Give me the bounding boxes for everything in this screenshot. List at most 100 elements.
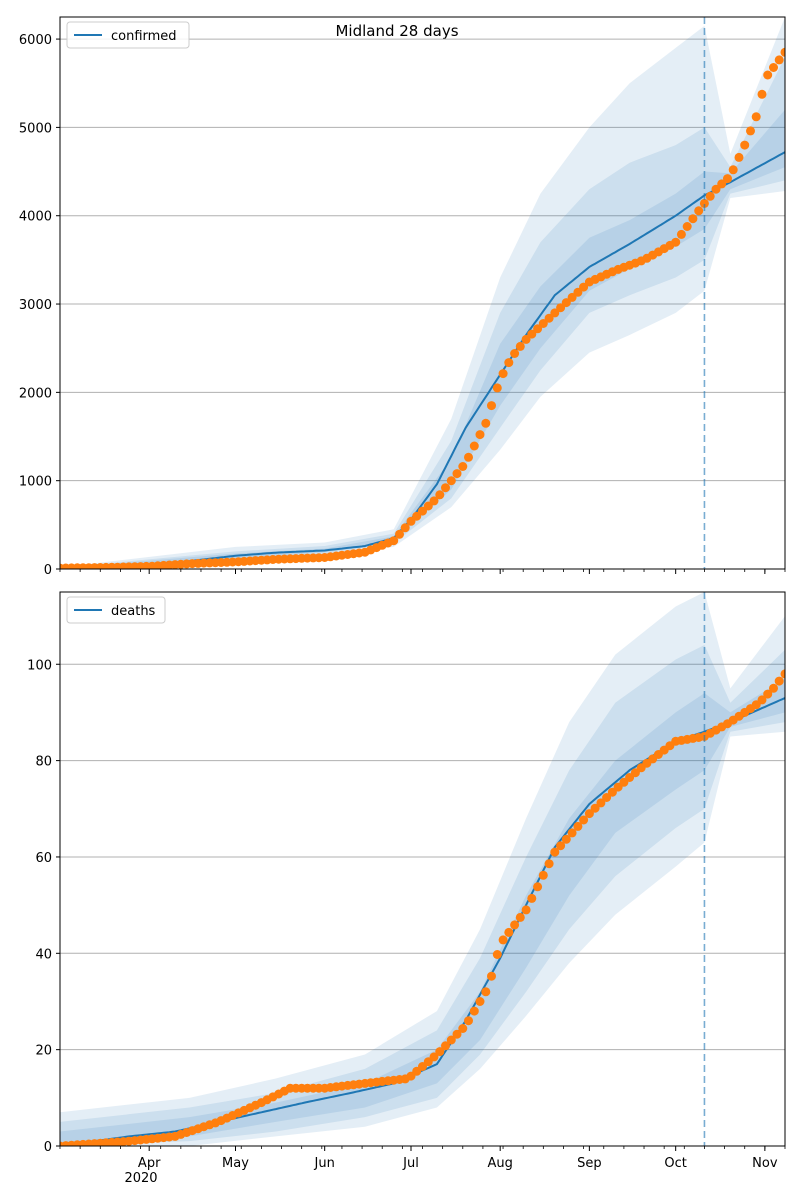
- x-tick-label: Sep: [577, 1156, 602, 1171]
- y-tick-label: 0: [44, 563, 52, 578]
- observed-point: [521, 905, 531, 915]
- x-tick-label: Jun: [314, 1156, 335, 1171]
- observed-point: [441, 1041, 450, 1051]
- plot-area: [60, 592, 785, 1146]
- observed-point: [475, 997, 485, 1006]
- observed-point: [544, 859, 554, 869]
- observed-point: [699, 198, 709, 208]
- observed-point: [561, 834, 571, 844]
- observed-point: [567, 292, 577, 302]
- x-tick-label: Jul: [402, 1156, 419, 1171]
- x-tick-label: Apr: [138, 1156, 161, 1171]
- uncertainty-band-3: [60, 678, 785, 1146]
- observed-point: [550, 308, 560, 318]
- y-tick-label: 4000: [19, 210, 52, 225]
- year-label: 2020: [124, 1171, 157, 1186]
- observed-point: [487, 401, 496, 411]
- observed-point: [774, 55, 784, 65]
- observed-point: [544, 313, 554, 323]
- chart-title: Midland 28 days: [335, 22, 458, 40]
- observed-point: [510, 920, 520, 930]
- observed-point: [527, 329, 537, 339]
- observed-point: [400, 523, 410, 533]
- observed-point: [412, 511, 422, 521]
- y-tick-label: 0: [44, 1140, 52, 1155]
- observed-point: [757, 89, 767, 99]
- observed-point: [579, 815, 589, 825]
- uncertainty-band-1: [60, 17, 785, 569]
- observed-point: [550, 847, 560, 857]
- observed-point: [481, 418, 491, 428]
- plot-area: [60, 17, 785, 569]
- observed-point: [515, 912, 525, 922]
- observed-point: [429, 496, 439, 506]
- observed-point: [492, 950, 502, 959]
- observed-point: [435, 490, 445, 500]
- observed-point: [694, 206, 704, 216]
- observed-point: [567, 828, 577, 838]
- observed-point: [498, 369, 508, 379]
- observed-point: [780, 47, 785, 57]
- observed-point: [441, 483, 450, 493]
- observed-point: [395, 529, 404, 539]
- observed-point: [481, 987, 491, 997]
- observed-point: [492, 383, 502, 393]
- legend-label: deaths: [111, 604, 156, 619]
- observed-point: [671, 237, 681, 247]
- observed-point: [458, 462, 468, 471]
- observed-point: [774, 676, 784, 686]
- y-tick-label: 5000: [19, 121, 52, 136]
- observed-point: [475, 430, 485, 440]
- observed-point: [538, 870, 548, 880]
- observed-point: [504, 927, 514, 937]
- observed-point: [579, 282, 589, 292]
- observed-point: [561, 298, 571, 308]
- observed-point: [573, 287, 583, 297]
- x-tick-label: Aug: [487, 1156, 512, 1171]
- observed-point: [556, 841, 566, 851]
- observed-point: [469, 441, 479, 451]
- observed-point: [429, 1052, 439, 1062]
- y-tick-label: 1000: [19, 475, 52, 490]
- observed-point: [521, 334, 531, 344]
- observed-point: [757, 695, 767, 705]
- uncertainty-band-2: [60, 644, 785, 1146]
- observed-point: [435, 1047, 445, 1057]
- observed-point: [446, 1035, 456, 1045]
- confirmed-panel: 0 1000 2000 3000 4000 5000 6000 confirmed: [19, 16, 786, 578]
- observed-point: [682, 222, 692, 231]
- y-tick-label: 60: [35, 851, 52, 866]
- observed-point: [590, 803, 600, 813]
- y-tick-label: 40: [35, 947, 52, 962]
- x-tick-label: Oct: [664, 1156, 686, 1171]
- observed-point: [780, 669, 785, 679]
- observed-point: [498, 935, 508, 945]
- deaths-panel: 0 20 40 60 80 100 Apr May Jun Jul Aug Sep Oct Nov deat…: [27, 591, 786, 1171]
- observed-point: [728, 165, 738, 175]
- observed-point: [596, 798, 606, 808]
- y-tick-label: 80: [35, 755, 52, 770]
- observed-point: [464, 452, 473, 462]
- observed-point: [469, 1006, 479, 1016]
- observed-point: [711, 184, 721, 194]
- observed-point: [734, 152, 744, 162]
- observed-point: [452, 469, 462, 479]
- observed-point: [458, 1024, 468, 1033]
- observed-point: [676, 229, 686, 239]
- observed-point: [705, 191, 715, 201]
- y-tick-label: 20: [35, 1044, 52, 1059]
- y-tick-label: 2000: [19, 386, 52, 401]
- observed-point: [446, 476, 456, 486]
- observed-point: [527, 893, 537, 903]
- y-tick-label: 3000: [19, 298, 52, 313]
- y-tick-label: 100: [27, 658, 52, 673]
- legend-label: confirmed: [111, 29, 177, 44]
- observed-point: [510, 349, 520, 358]
- legend-box: [66, 596, 166, 624]
- observed-point: [504, 358, 514, 368]
- observed-point: [751, 112, 761, 122]
- legend: deaths: [66, 596, 166, 624]
- observed-point: [763, 689, 773, 699]
- uncertainty-band-1: [60, 592, 785, 1146]
